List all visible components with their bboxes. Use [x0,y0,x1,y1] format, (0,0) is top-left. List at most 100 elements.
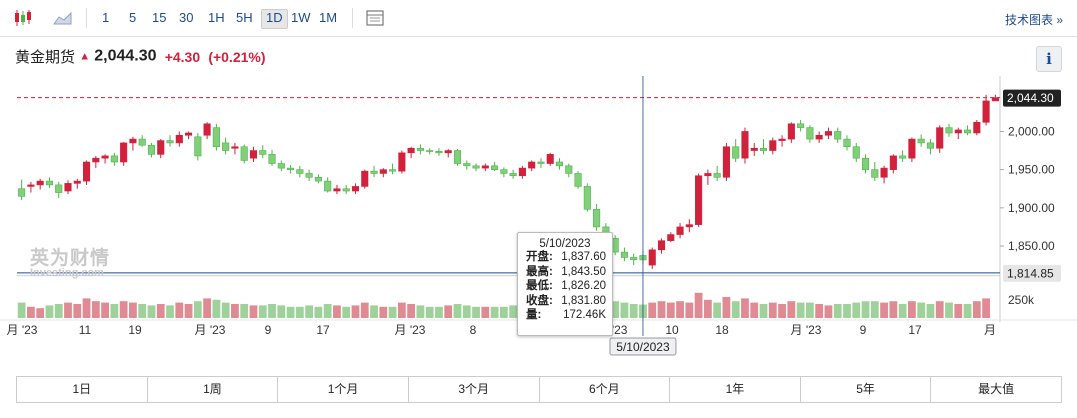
candle[interactable] [426,150,434,152]
candle[interactable] [101,155,109,159]
candle[interactable] [574,173,582,187]
candle[interactable] [212,127,220,148]
candle[interactable] [379,169,387,174]
candle[interactable] [491,165,499,170]
candle[interactable] [129,138,137,144]
candle[interactable] [259,150,267,155]
candle[interactable] [287,167,295,170]
candle[interactable] [518,167,526,177]
candle[interactable] [240,146,248,161]
candle[interactable] [936,127,944,149]
range-5y[interactable]: 5年 [801,377,932,402]
candle[interactable] [759,147,768,151]
candle[interactable] [138,138,146,146]
candle[interactable] [147,144,156,155]
candle[interactable] [973,121,981,134]
candle[interactable] [45,180,54,186]
candlestick-icon[interactable] [12,8,34,28]
candle[interactable] [546,154,554,164]
candle[interactable] [889,155,897,170]
candle[interactable] [18,188,26,197]
candle[interactable] [880,167,888,178]
candle[interactable] [648,249,656,266]
candle[interactable] [27,184,35,187]
candle[interactable] [370,170,378,174]
range-1y[interactable]: 1年 [670,377,801,402]
candle[interactable] [175,134,183,144]
candle[interactable] [824,131,832,136]
candle[interactable] [685,224,693,228]
period-1w[interactable]: 1W [291,10,311,25]
period-1m[interactable]: 1M [319,10,338,25]
candle[interactable] [908,138,916,159]
candle[interactable] [231,146,239,149]
candle[interactable] [843,138,851,148]
candle[interactable] [83,161,91,182]
candle[interactable] [852,146,860,159]
candle[interactable] [732,146,740,159]
candle[interactable] [333,188,341,192]
area-chart-icon[interactable] [52,8,74,28]
candle[interactable] [444,150,452,154]
candle[interactable] [120,142,128,163]
candle[interactable] [926,142,934,149]
candle[interactable] [528,161,536,169]
candle[interactable] [55,184,63,193]
range-1w[interactable]: 1周 [148,377,279,402]
candle[interactable] [203,123,211,136]
candle[interactable] [36,180,44,186]
candle[interactable] [722,146,730,178]
table-view-icon[interactable] [364,8,386,28]
candle[interactable] [982,100,990,123]
candle[interactable] [834,131,842,140]
info-button[interactable]: i [1036,46,1062,72]
candle[interactable] [954,129,962,134]
candle[interactable] [537,161,545,164]
candle[interactable] [861,157,870,170]
candle[interactable] [815,134,823,140]
candle[interactable] [277,163,285,169]
period-1[interactable]: 1 [102,10,110,25]
range-1d[interactable]: 1日 [17,377,148,402]
candle[interactable] [453,150,462,164]
period-5h[interactable]: 5H [236,10,253,25]
candle[interactable] [787,123,795,140]
candle[interactable] [630,257,638,261]
range-1m[interactable]: 1个月 [278,377,409,402]
candle[interactable] [806,127,814,140]
candle[interactable] [500,169,508,174]
candle[interactable] [917,138,925,144]
candle[interactable] [945,127,953,134]
candle[interactable] [463,163,471,167]
price-chart[interactable]: 2,000.00 1,950.00 1,900.00 1,850.00 2,044.30… [0,76,1077,366]
candle[interactable] [157,140,165,155]
candle[interactable] [268,154,276,164]
candle[interactable] [555,161,564,167]
period-5[interactable]: 5 [129,10,137,25]
candle[interactable] [704,173,712,177]
period-15[interactable]: 15 [152,10,167,25]
range-6m[interactable]: 6个月 [540,377,671,402]
period-30[interactable]: 30 [179,10,194,25]
candle[interactable] [750,147,758,151]
candle[interactable] [389,169,397,172]
range-3m[interactable]: 3个月 [409,377,540,402]
period-1d[interactable]: 1D [261,9,288,29]
candle[interactable] [64,183,72,192]
period-1h[interactable]: 1H [208,10,225,25]
candle[interactable] [110,155,118,163]
candle[interactable] [416,147,424,151]
candle[interactable] [324,180,332,192]
candle[interactable] [991,97,999,102]
technical-chart-link[interactable]: 技术图表 » [1004,13,1063,27]
candle[interactable] [769,140,777,151]
candle[interactable] [741,131,749,159]
candle[interactable] [305,173,313,178]
candle[interactable] [899,155,907,159]
candle[interactable] [797,123,805,128]
candle[interactable] [657,240,666,251]
candle[interactable] [676,226,684,235]
candle[interactable] [222,142,230,151]
candle[interactable] [435,151,443,154]
candle[interactable] [73,180,81,184]
